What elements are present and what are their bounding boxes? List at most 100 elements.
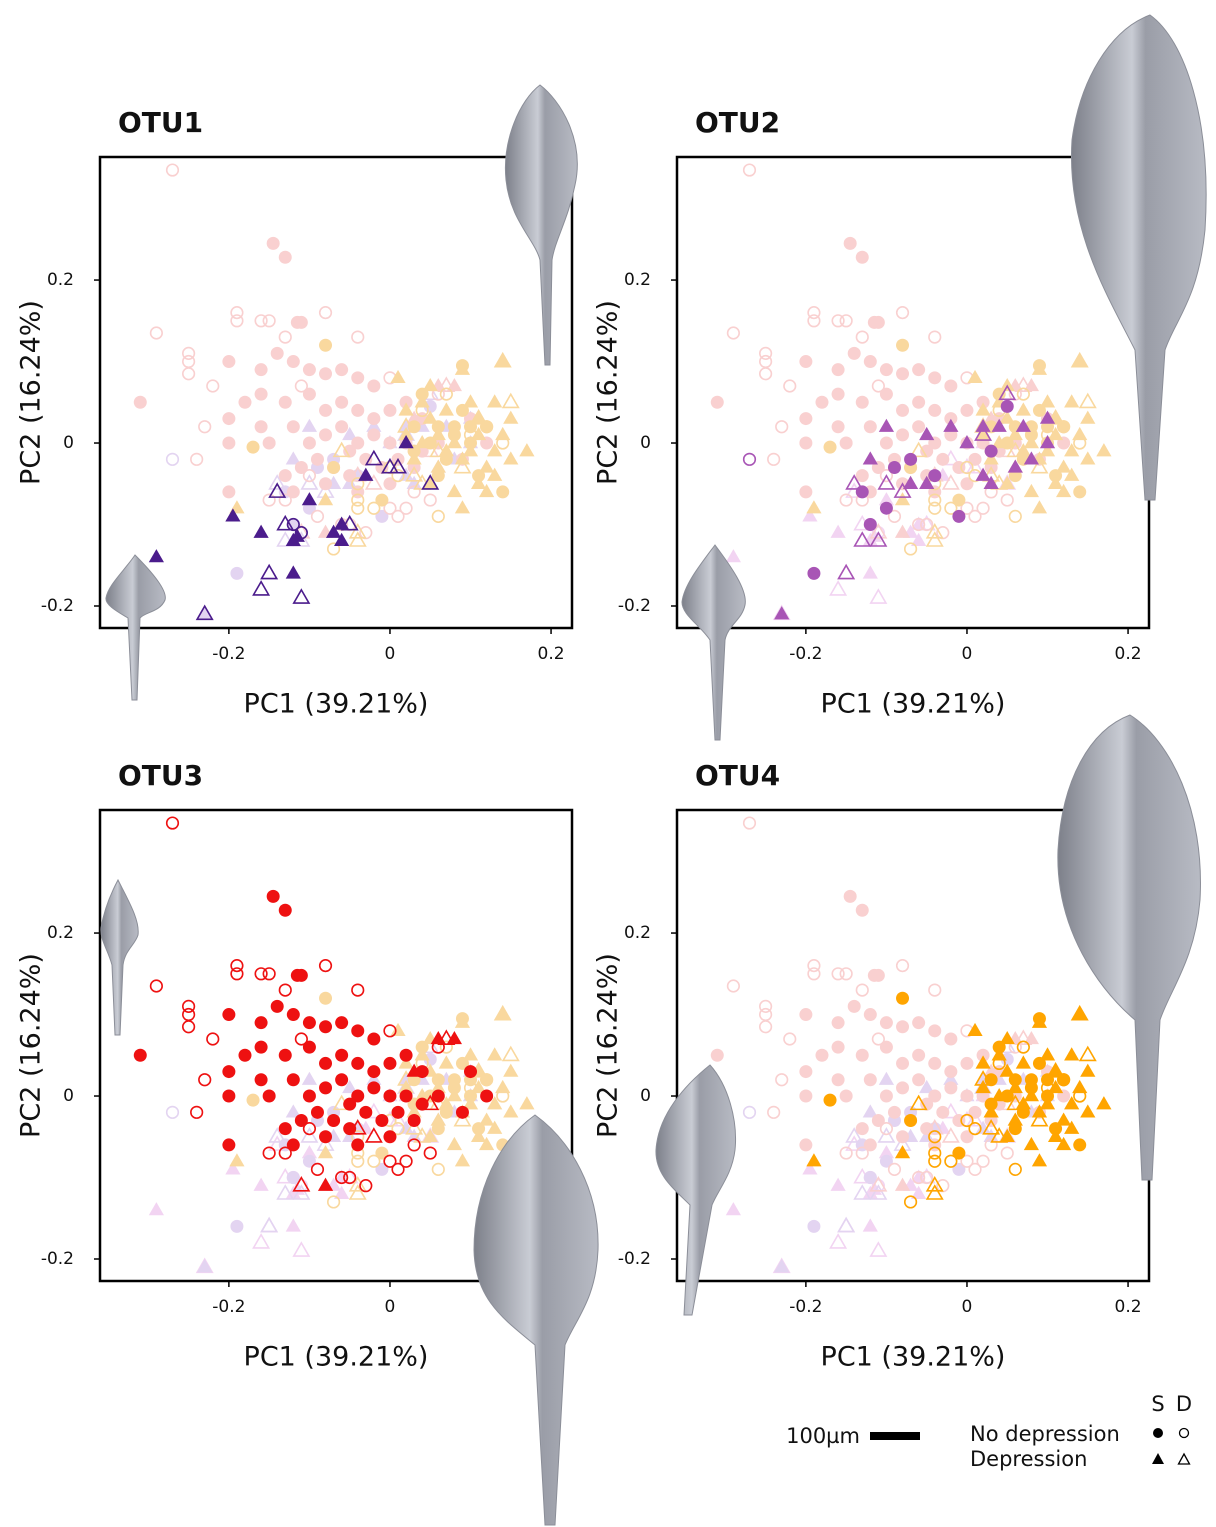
- point: [1030, 1110, 1049, 1127]
- point: [879, 387, 893, 401]
- point: [831, 967, 845, 981]
- point: [960, 460, 974, 475]
- point: [375, 1162, 389, 1176]
- point: [853, 531, 872, 547]
- point: [837, 563, 856, 580]
- point: [879, 1040, 893, 1054]
- point: [351, 1154, 365, 1168]
- point: [742, 816, 757, 830]
- point: [959, 435, 975, 449]
- point: [133, 395, 147, 409]
- point: [399, 501, 413, 515]
- point: [799, 412, 813, 426]
- point: [839, 493, 853, 507]
- specimen: [655, 1064, 737, 1316]
- point: [960, 1113, 974, 1128]
- point: [1064, 443, 1080, 457]
- point: [278, 469, 292, 483]
- point: [225, 1161, 241, 1175]
- point: [375, 493, 389, 507]
- point: [254, 387, 268, 401]
- point: [348, 1176, 367, 1192]
- point: [1023, 435, 1040, 449]
- point: [437, 376, 456, 392]
- point: [342, 475, 358, 489]
- point: [944, 1081, 958, 1095]
- point: [190, 1105, 204, 1119]
- point: [300, 474, 319, 490]
- point: [335, 1073, 349, 1087]
- x-axis-label: PC1 (39.21%): [821, 1342, 1006, 1373]
- point: [262, 1089, 276, 1103]
- point: [462, 1047, 479, 1061]
- point: [501, 392, 520, 409]
- point: [487, 1047, 503, 1061]
- point: [391, 1122, 405, 1136]
- point: [878, 418, 895, 432]
- point: [406, 1104, 422, 1118]
- point: [909, 441, 928, 458]
- point: [206, 379, 220, 393]
- point: [992, 1040, 1006, 1054]
- point: [974, 425, 993, 441]
- point: [286, 420, 300, 434]
- point: [920, 517, 934, 532]
- point: [975, 1120, 991, 1134]
- point: [278, 493, 292, 507]
- point: [1096, 1096, 1112, 1110]
- point: [343, 444, 357, 458]
- point: [783, 1032, 797, 1046]
- point: [919, 1079, 935, 1094]
- point: [1032, 1012, 1046, 1026]
- point: [469, 408, 488, 425]
- point: [1032, 1056, 1046, 1070]
- point: [286, 1171, 300, 1185]
- point: [462, 443, 479, 457]
- x-tick-label: -0.2: [789, 1297, 822, 1317]
- point: [845, 474, 864, 490]
- point: [941, 474, 960, 490]
- point: [975, 426, 991, 441]
- point: [878, 1145, 895, 1159]
- point: [855, 1146, 869, 1160]
- point: [252, 1233, 271, 1249]
- point: [383, 436, 397, 450]
- legend-marker: [1153, 1428, 1163, 1438]
- point: [148, 1202, 164, 1216]
- point: [438, 443, 454, 457]
- x-tick-label: 0: [385, 1297, 396, 1317]
- point: [496, 1089, 510, 1103]
- point: [896, 1056, 910, 1070]
- point: [317, 492, 334, 506]
- point: [253, 1177, 269, 1191]
- point: [260, 1216, 279, 1233]
- point: [1080, 410, 1096, 424]
- point: [285, 1104, 301, 1118]
- point: [422, 475, 438, 489]
- point: [837, 1216, 856, 1233]
- point: [806, 1153, 822, 1167]
- point: [975, 1055, 991, 1069]
- point: [165, 1105, 180, 1119]
- point: [429, 441, 448, 458]
- point: [863, 1138, 877, 1152]
- point: [302, 1122, 317, 1136]
- x-axis-label: PC1 (39.21%): [244, 1342, 429, 1373]
- point: [503, 1104, 519, 1118]
- point: [406, 451, 422, 465]
- point: [960, 1154, 974, 1168]
- point: [222, 485, 236, 499]
- point: [823, 440, 837, 454]
- point: [406, 1128, 422, 1142]
- point: [863, 518, 877, 532]
- point: [230, 306, 244, 320]
- point: [278, 983, 292, 997]
- point: [406, 475, 422, 489]
- point: [952, 509, 966, 523]
- point: [182, 1020, 196, 1034]
- point: [254, 363, 268, 377]
- point: [843, 889, 857, 903]
- y-tick-label: 0: [63, 433, 74, 453]
- point: [862, 1218, 878, 1232]
- point: [879, 1089, 893, 1103]
